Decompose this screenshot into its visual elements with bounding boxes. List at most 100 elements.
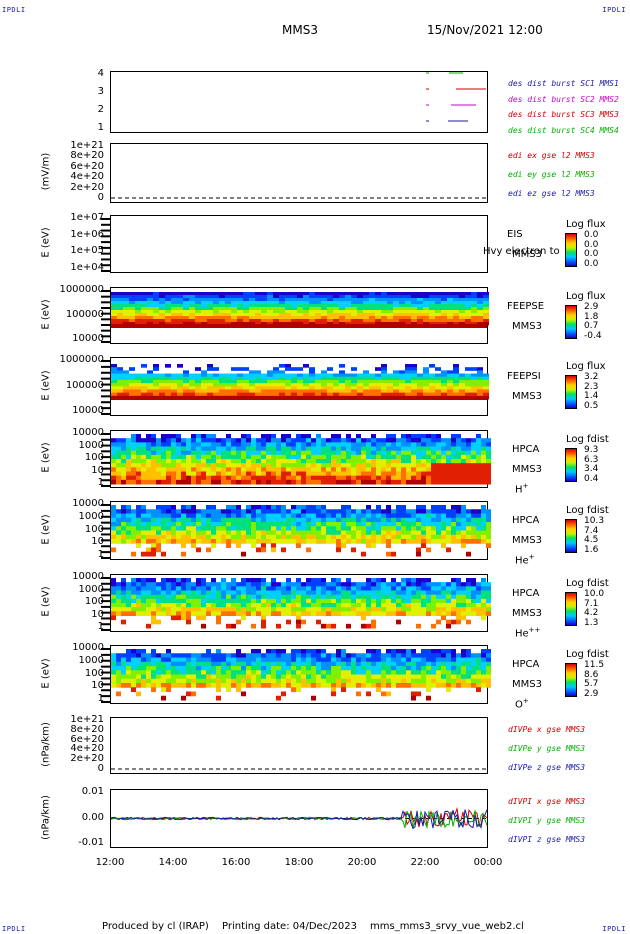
spectrogram-cell	[141, 386, 147, 390]
spectrogram-cell	[386, 450, 391, 456]
spectrogram-cell	[281, 657, 286, 663]
spectrogram-cell	[226, 513, 231, 519]
spectrogram-cell	[393, 313, 399, 317]
spectrogram-cell	[361, 442, 366, 447]
spectrogram-cell	[435, 389, 441, 394]
spectrogram-cell	[426, 522, 431, 527]
spectrogram-cell	[406, 509, 411, 514]
spectrogram-cell	[159, 292, 165, 296]
spectrogram-cell	[255, 307, 261, 311]
spectrogram-cell	[251, 509, 256, 514]
spectrogram-cell	[351, 509, 356, 514]
spectrogram-cell	[461, 678, 466, 684]
spectrogram-cell	[331, 442, 336, 447]
spectrogram-cell	[326, 607, 331, 612]
spectrogram-cell	[316, 653, 321, 658]
spectrogram-cell	[351, 379, 357, 384]
spectrogram-cell	[451, 438, 456, 443]
spectrogram-cell	[366, 471, 371, 477]
spectrogram-cell	[321, 322, 327, 326]
spectrogram-cell	[456, 463, 461, 468]
spectrogram-cell	[429, 389, 435, 394]
spectrogram-cell	[401, 509, 406, 514]
spectrogram-cell	[171, 505, 176, 510]
spectrogram-cell	[285, 379, 291, 384]
spectrogram-cell	[231, 386, 237, 390]
spectrogram-cell	[177, 386, 183, 390]
spectrogram-cell	[281, 649, 286, 654]
y-minor-tick	[101, 407, 111, 410]
spectrogram-cell	[159, 313, 165, 317]
spectrogram-cell	[151, 653, 156, 658]
spectrogram-cell	[111, 370, 117, 375]
spectrogram-cell	[261, 373, 267, 378]
spectrogram-cell	[166, 687, 171, 692]
spectrogram-cell	[117, 295, 123, 299]
spectrogram-cell	[196, 578, 201, 583]
spectrogram-cell	[346, 578, 351, 583]
spectrogram-cell	[401, 450, 406, 456]
spectrogram-cell	[336, 653, 341, 658]
y-minor-tick	[101, 695, 111, 698]
spectrogram-cell	[206, 683, 211, 688]
spectrogram-cell	[117, 316, 123, 320]
spectrogram-cell	[417, 319, 423, 323]
spectrogram-cell	[391, 530, 396, 536]
spectrogram-cell	[326, 590, 331, 596]
spectrogram-cell	[216, 695, 221, 701]
spectrogram-cell	[316, 505, 321, 510]
spectrogram-cell	[129, 310, 135, 314]
spectrogram-cell	[165, 379, 171, 384]
spectrogram-cell	[117, 322, 123, 326]
spectrogram-cell	[116, 603, 121, 608]
spectrogram-cell	[421, 434, 426, 439]
spectrogram-cell	[339, 370, 345, 375]
spectrogram-cell	[291, 594, 296, 600]
spectrogram-cell	[436, 454, 441, 460]
spectrogram-cell	[446, 611, 451, 616]
spectrogram-cell	[321, 657, 326, 663]
spectrogram-cell	[171, 657, 176, 663]
spectrogram-cell	[141, 319, 147, 323]
spectrogram-cell	[466, 590, 471, 596]
spectrogram-cell	[181, 450, 186, 456]
spectrogram-cell	[296, 517, 301, 523]
spectrogram-cell	[446, 619, 451, 625]
spectrogram-cell	[303, 322, 309, 326]
spectrogram-cell	[316, 467, 321, 472]
spectrogram-cell	[451, 653, 456, 658]
spectrogram-cell	[219, 386, 225, 390]
spectrogram-cell	[351, 316, 357, 320]
spectrogram-cell	[361, 607, 366, 612]
spectrogram-cell	[116, 666, 121, 671]
spectrogram-cell	[477, 298, 483, 302]
spectrogram-cell	[141, 582, 146, 587]
spectrogram-cell	[351, 304, 357, 308]
spectrogram-cell	[189, 298, 195, 302]
spectrogram-cell	[195, 310, 201, 314]
spectrogram-cell	[266, 598, 271, 604]
spectrogram-cell	[237, 295, 243, 299]
spectrogram-cell	[151, 594, 156, 600]
spectrogram-cell	[146, 438, 151, 443]
spectrogram-cell	[291, 678, 296, 684]
spectrogram-cell	[477, 322, 483, 326]
spectrogram-cell	[361, 678, 366, 684]
spectrogram-cell	[441, 674, 446, 680]
spectrogram-cell	[416, 661, 421, 667]
spectrogram-cell	[226, 657, 231, 663]
spectrogram-cell	[466, 438, 471, 443]
spectrogram-cell	[476, 594, 481, 600]
spectrogram-cell	[461, 438, 466, 443]
spectrogram-cell	[381, 376, 387, 381]
spectrogram-cell	[321, 530, 326, 536]
spectrogram-cell	[141, 526, 146, 531]
spectrogram-cell	[151, 666, 156, 671]
spectrogram-cell	[201, 678, 206, 684]
spectrogram-cell	[126, 653, 131, 658]
spectrogram-cell	[249, 319, 255, 323]
spectrogram-cell	[331, 598, 336, 604]
spectrogram-cell	[296, 543, 301, 548]
spectrogram-cell	[396, 442, 401, 447]
spectrogram-cell	[241, 471, 246, 477]
